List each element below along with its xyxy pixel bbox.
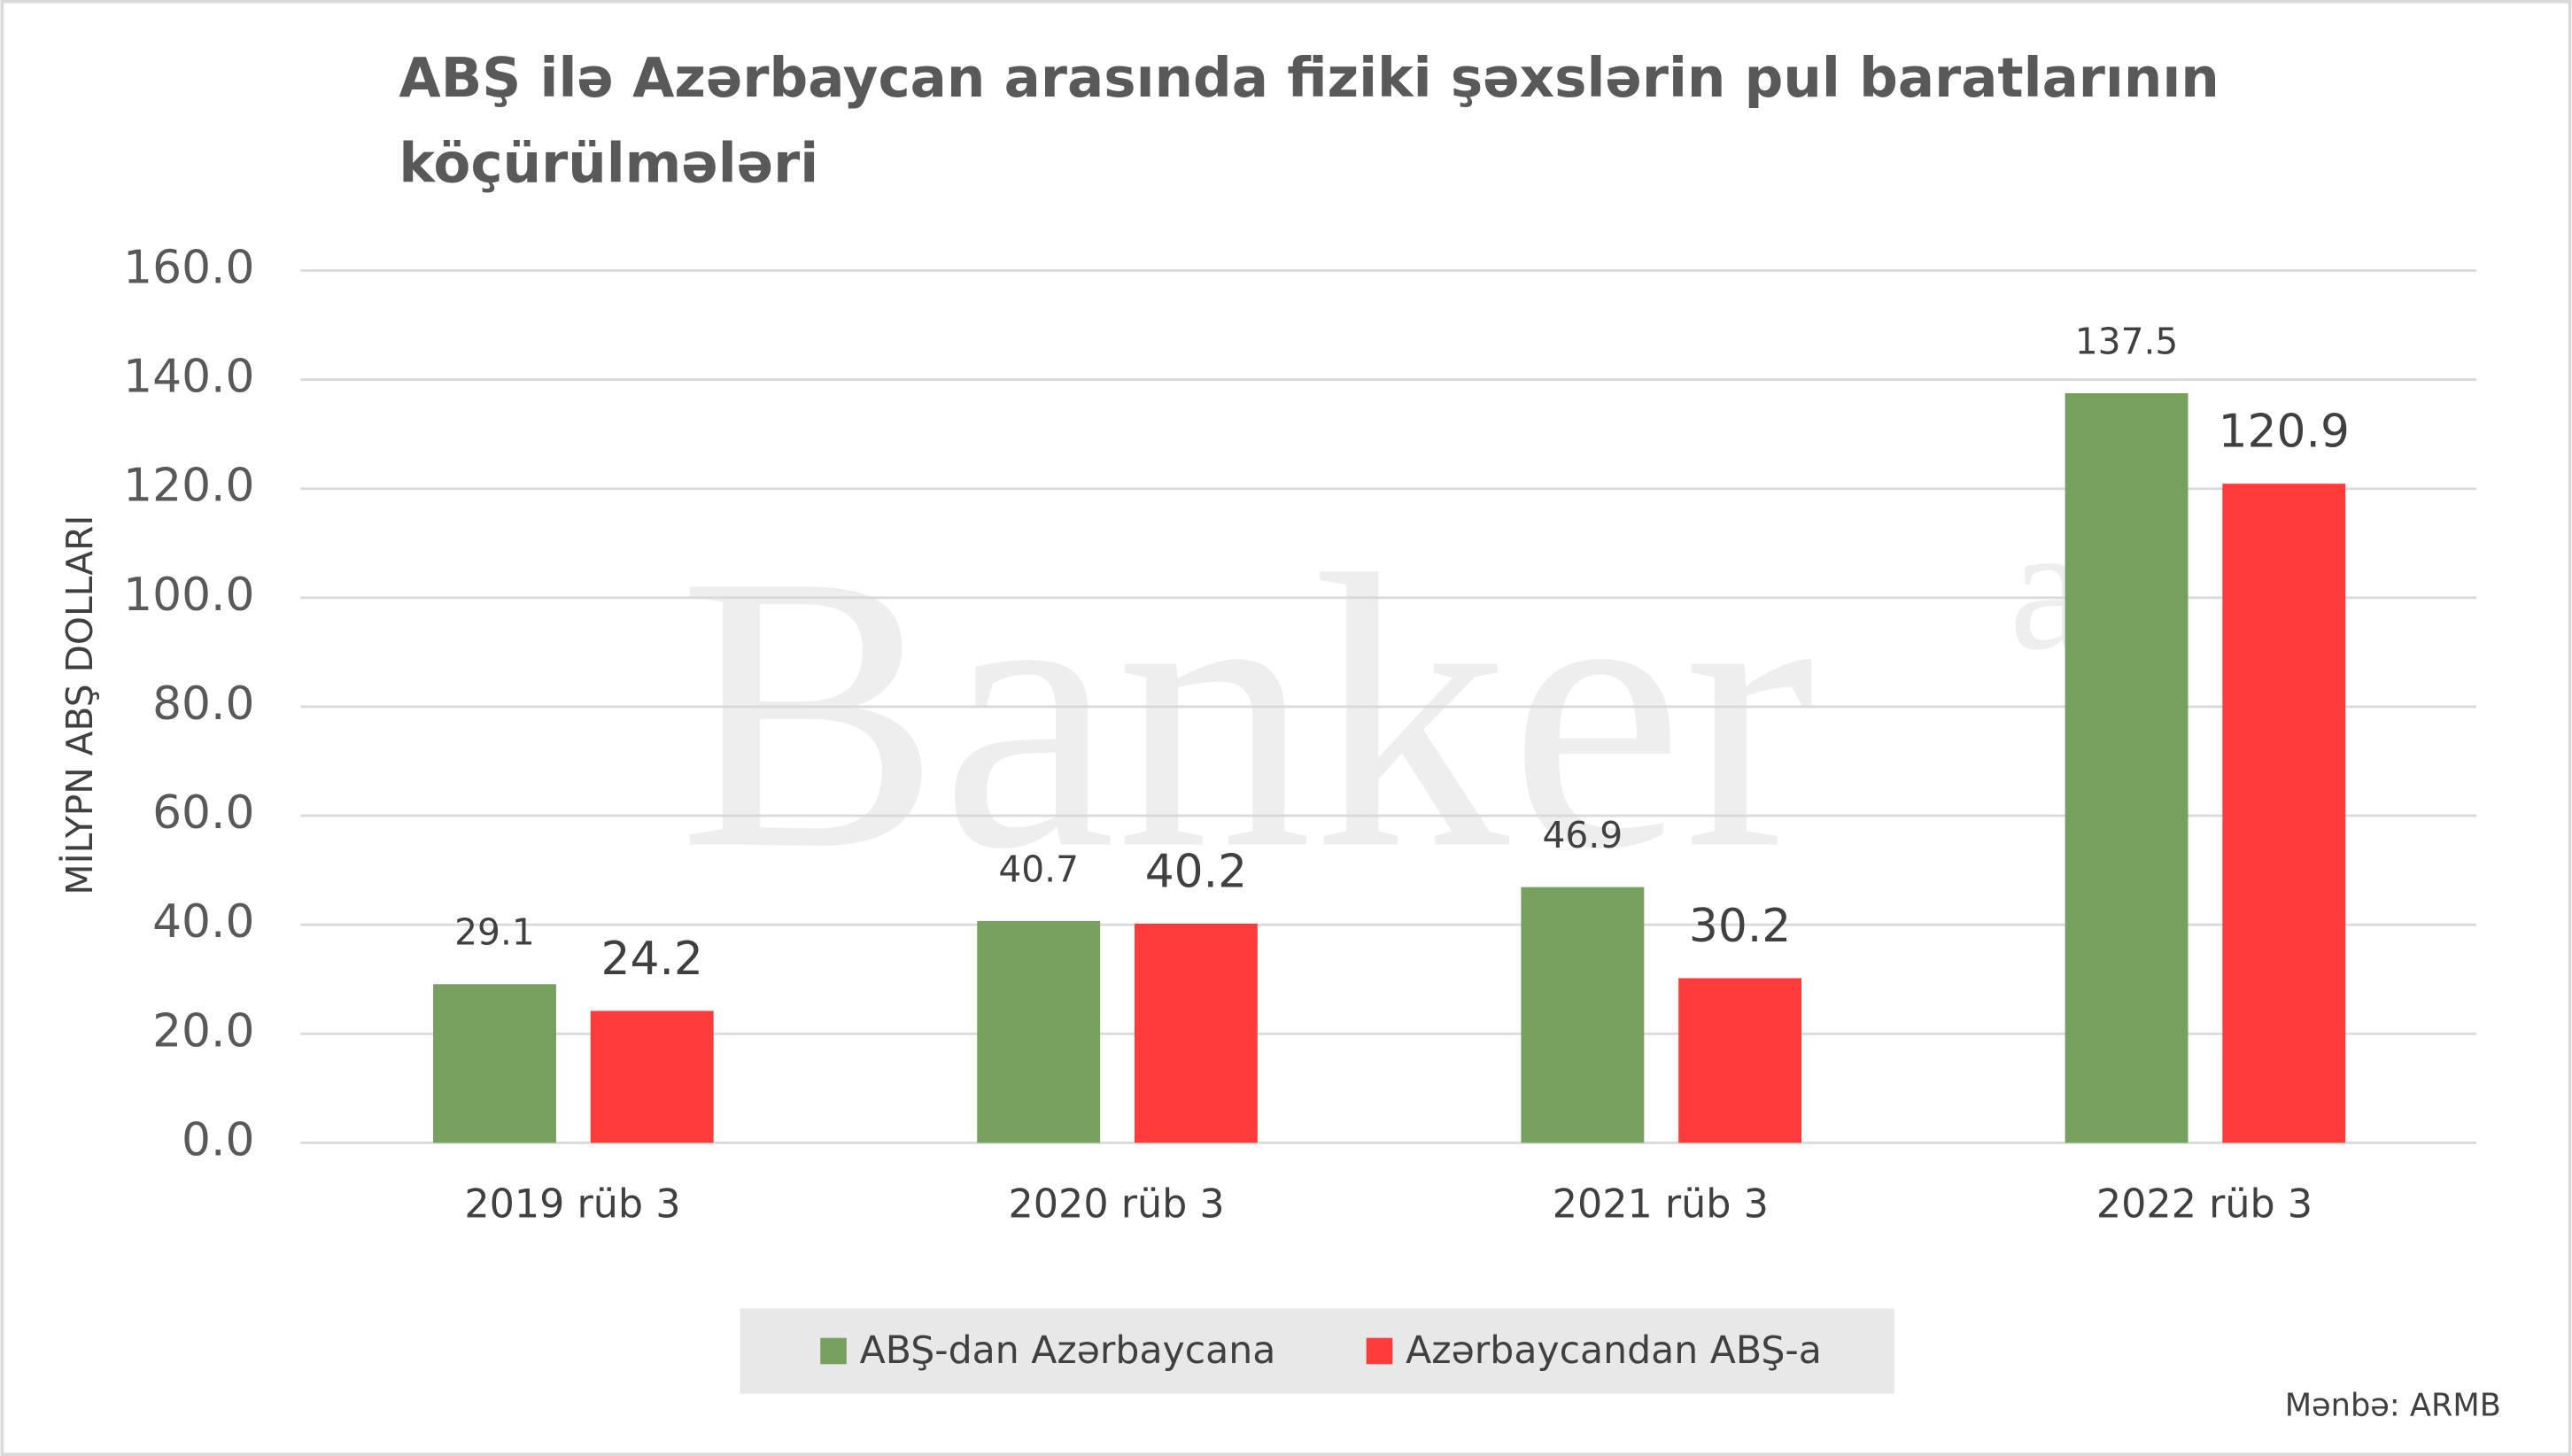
y-tick-label: 80.0 bbox=[152, 678, 254, 731]
value-label: 30.2 bbox=[1689, 900, 1791, 953]
watermark: Banker bbox=[678, 495, 1815, 931]
y-tick-label: 120.0 bbox=[123, 460, 254, 513]
legend-swatch bbox=[1366, 1337, 1393, 1365]
bar bbox=[433, 984, 556, 1143]
title-box: ABŞ ilə Azərbaycan arasında fiziki şəxsl… bbox=[399, 45, 2220, 196]
x-tick-label: 2021 rüb 3 bbox=[1553, 1182, 1769, 1228]
bar bbox=[2065, 392, 2189, 1143]
bar bbox=[1521, 887, 1645, 1143]
value-label: 40.2 bbox=[1145, 845, 1247, 898]
value-label: 29.1 bbox=[454, 911, 535, 954]
chart-title: ABŞ ilə Azərbaycan arasında fiziki şəxsl… bbox=[399, 45, 2220, 196]
value-label: 40.7 bbox=[998, 848, 1079, 890]
bar bbox=[1134, 923, 1258, 1143]
y-tick-label: 100.0 bbox=[123, 569, 254, 622]
y-tick-label: 20.0 bbox=[152, 1004, 254, 1057]
y-tick-label: 0.0 bbox=[182, 1113, 254, 1166]
bar bbox=[977, 920, 1101, 1143]
y-tick-label: 140.0 bbox=[123, 351, 254, 404]
legend-label: Azərbaycandan ABŞ-a bbox=[1406, 1328, 1822, 1373]
y-tick-label: 40.0 bbox=[152, 895, 254, 949]
value-label: 24.2 bbox=[601, 933, 703, 986]
value-label: 120.9 bbox=[2219, 406, 2350, 459]
x-tick-label: 2019 rüb 3 bbox=[464, 1182, 680, 1228]
y-tick-label: 160.0 bbox=[123, 241, 254, 294]
legend-label: ABŞ-dan Azərbaycana bbox=[860, 1328, 1276, 1373]
bar bbox=[2222, 484, 2346, 1143]
value-label: 46.9 bbox=[1543, 814, 1623, 856]
legend bbox=[740, 1308, 1894, 1394]
y-axis-label: MİLYPN ABŞ DOLLARI bbox=[58, 515, 101, 895]
x-tick-label: 2020 rüb 3 bbox=[1009, 1182, 1225, 1228]
value-label: 137.5 bbox=[2075, 320, 2179, 362]
source: Mənbə: ARMB bbox=[2285, 1387, 2501, 1423]
y-tick-label: 60.0 bbox=[152, 786, 254, 840]
bar bbox=[1678, 978, 1802, 1143]
legend-swatch bbox=[820, 1337, 847, 1365]
bar bbox=[590, 1011, 714, 1143]
x-tick-label: 2022 rüb 3 bbox=[2096, 1182, 2312, 1228]
